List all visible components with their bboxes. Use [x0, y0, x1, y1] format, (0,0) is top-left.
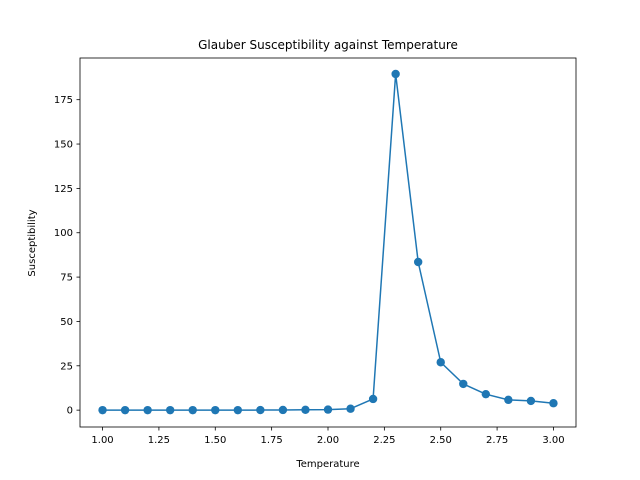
y-tick-label: 50 — [60, 317, 73, 328]
data-point — [368, 394, 378, 404]
x-tick-label: 2.00 — [317, 435, 339, 446]
x-tick-label: 1.75 — [261, 435, 283, 446]
y-axis-label: Susceptibility — [27, 209, 38, 276]
data-point — [481, 389, 491, 399]
data-point — [413, 257, 423, 267]
data-point — [459, 379, 468, 389]
x-tick-label: 1.25 — [148, 435, 170, 446]
data-point — [346, 404, 355, 413]
plot-area — [79, 57, 577, 428]
y-tick-label: 25 — [60, 361, 73, 372]
data-point — [233, 405, 243, 415]
x-tick-label: 1.50 — [204, 435, 226, 446]
x-tick-label: 2.50 — [430, 435, 452, 446]
data-point — [211, 405, 220, 415]
x-axis-ticks: 1.00 1.25 1.50 1.75 2.00 2.25 2.50 2.75 3.00 — [91, 427, 565, 446]
y-tick-label: 0 — [67, 406, 73, 417]
y-axis-ticks: 0 25 50 75 100 125 150 175 — [54, 95, 80, 417]
data-point — [436, 358, 445, 367]
data-point — [301, 405, 310, 414]
data-point — [120, 405, 130, 415]
x-tick-label: 1.00 — [91, 435, 113, 446]
y-tick-label: 175 — [54, 95, 73, 106]
x-axis-label: Temperature — [295, 459, 359, 470]
data-point — [526, 396, 536, 406]
y-tick-label: 100 — [54, 228, 73, 239]
data-point — [143, 405, 152, 415]
data-point — [323, 405, 333, 414]
data-point — [98, 405, 107, 415]
data-point — [549, 399, 558, 408]
y-tick-label: 75 — [60, 273, 73, 284]
data-point — [188, 405, 197, 415]
data-point — [256, 405, 265, 415]
series-line-0 — [102, 73, 554, 411]
data-point — [278, 405, 288, 415]
y-tick-label: 125 — [54, 184, 73, 195]
plot-frame — [79, 57, 577, 428]
x-tick-label: 2.25 — [373, 435, 395, 446]
x-tick-label: 3.00 — [542, 435, 564, 446]
chart-title: Glauber Susceptibility against Temperatu… — [198, 38, 458, 52]
y-tick-label: 150 — [54, 140, 73, 151]
data-point — [504, 395, 513, 405]
data-point — [165, 405, 175, 415]
data-point — [391, 69, 400, 79]
x-tick-label: 2.75 — [486, 435, 508, 446]
